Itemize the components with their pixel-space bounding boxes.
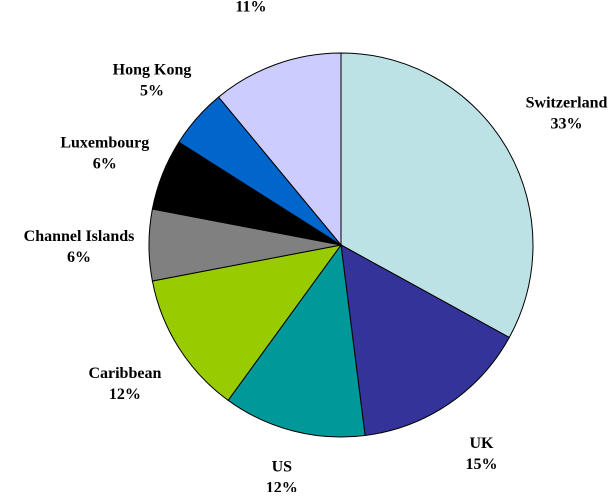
slice-label-uk: UK 15% xyxy=(466,435,498,473)
slice-name: Luxembourg xyxy=(60,135,149,152)
slice-label-switzerland: Switzerland 33% xyxy=(526,95,608,133)
slice-name: US xyxy=(272,459,293,476)
slice-percent: 6% xyxy=(67,249,91,266)
slice-name: UK xyxy=(470,435,495,452)
slice-percent: 11% xyxy=(235,0,266,16)
slices-layer xyxy=(148,52,534,438)
pie-slice-uk xyxy=(340,244,510,437)
slice-name: Switzerland xyxy=(526,95,608,112)
slice-label-other: Other11% xyxy=(230,0,271,16)
slice-percent: 12% xyxy=(109,386,141,403)
slice-label-us: US 12% xyxy=(266,459,298,493)
slice-percent: 6% xyxy=(93,156,117,173)
slice-percent: 33% xyxy=(551,116,583,133)
labels-layer: Switzerland 33% UK 15% US 12% Caribbean 12% Chan… xyxy=(24,0,608,497)
pie-slice-us xyxy=(227,243,366,438)
slice-name: Hong Kong xyxy=(113,61,192,78)
slice-percent: 12% xyxy=(266,480,298,493)
slice-percent: 15% xyxy=(466,456,498,473)
pie-slice-other xyxy=(217,52,342,247)
slice-label-luxembourg: Luxembourg 6% xyxy=(60,135,149,173)
slice-name: Caribbean xyxy=(88,365,161,382)
pie-slice-caribbean xyxy=(151,244,343,402)
pie-slice-switzerland xyxy=(340,52,534,339)
slice-label-caribbean: Caribbean 12% xyxy=(88,365,161,403)
slice-name: Channel Islands xyxy=(24,228,135,245)
slice-label-hong-kong: Hong Kong 5% xyxy=(113,61,192,99)
slice-percent: 5% xyxy=(140,82,164,99)
slice-label-channel-islands: Channel Islands 6% xyxy=(24,228,135,266)
